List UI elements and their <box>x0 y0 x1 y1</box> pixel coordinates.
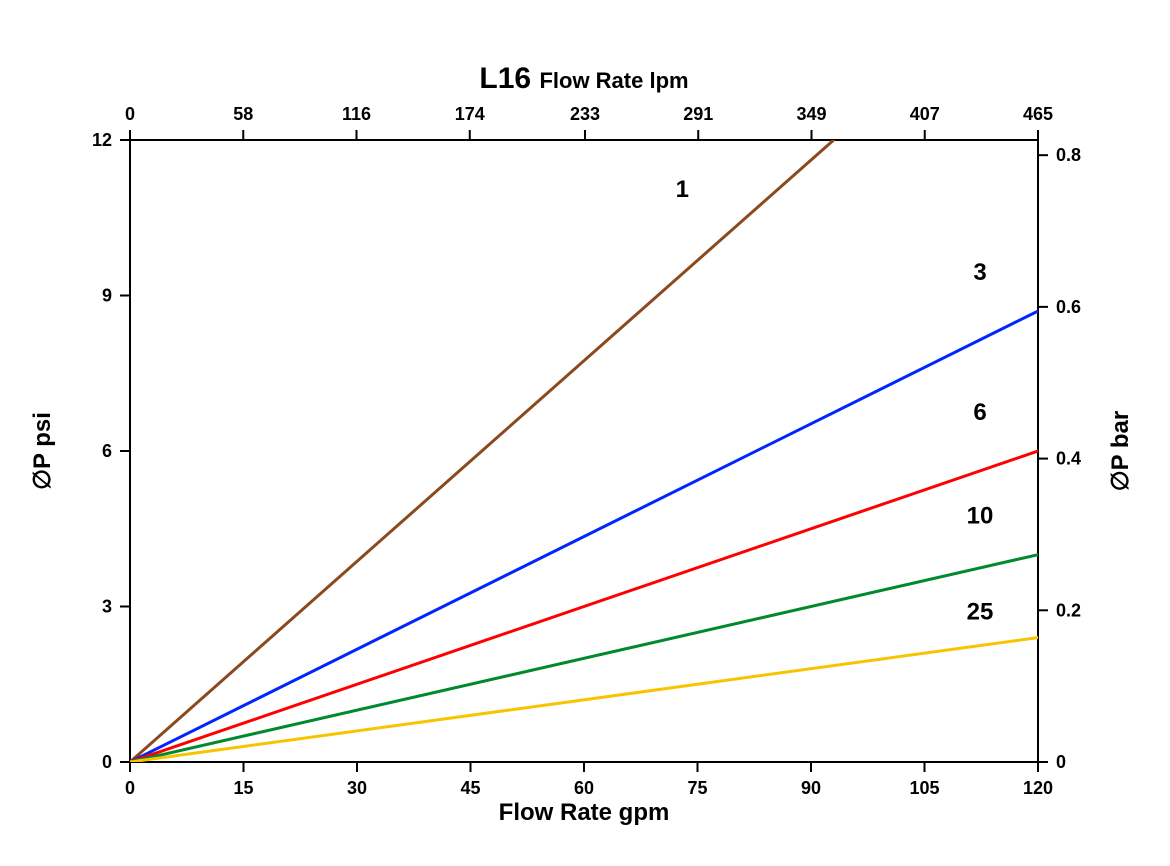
series-label-3: 3 <box>973 259 986 286</box>
series-line-10 <box>130 555 1038 762</box>
y-left-axis-label: ∅P psi <box>29 412 56 490</box>
x-top-tick-label: 116 <box>342 104 371 124</box>
series-line-25 <box>130 638 1038 762</box>
x-top-tick-label: 58 <box>233 104 253 124</box>
y-right-tick-label: 0.6 <box>1056 297 1081 317</box>
y-right-tick-label: 0.8 <box>1056 145 1081 165</box>
x-bottom-tick-label: 90 <box>801 778 821 798</box>
x-top-tick-label: 174 <box>455 104 485 124</box>
x-bottom-tick-label: 120 <box>1023 778 1053 798</box>
x-bottom-tick-label: 75 <box>687 778 707 798</box>
y-left-tick-label: 6 <box>102 441 112 461</box>
x-bottom-axis-label: Flow Rate gpm <box>499 799 670 826</box>
x-top-tick-label: 407 <box>910 104 940 124</box>
y-right-axis-label: ∅P bar <box>1107 411 1134 492</box>
series-group <box>130 140 1038 762</box>
series-line-1 <box>130 140 834 762</box>
y-right-tick-label: 0.4 <box>1056 449 1081 469</box>
y-left-tick-label: 0 <box>102 752 112 772</box>
series-line-3 <box>130 311 1038 762</box>
plot-border <box>130 140 1038 762</box>
y-left-tick-label: 12 <box>92 130 112 150</box>
x-bottom-tick-label: 30 <box>347 778 367 798</box>
x-bottom-tick-label: 60 <box>574 778 594 798</box>
chart-svg: 0153045607590105120Flow Rate gpm05811617… <box>0 0 1170 866</box>
x-bottom-tick-label: 45 <box>460 778 480 798</box>
series-label-25: 25 <box>967 598 994 625</box>
pressure-drop-chart: 0153045607590105120Flow Rate gpm05811617… <box>0 0 1170 866</box>
series-label-10: 10 <box>967 503 994 530</box>
series-label-6: 6 <box>973 399 986 426</box>
y-left-tick-label: 9 <box>102 286 112 306</box>
series-label-1: 1 <box>676 176 689 203</box>
x-bottom-tick-label: 0 <box>125 778 135 798</box>
y-right-tick-label: 0.2 <box>1056 600 1081 620</box>
x-top-tick-label: 233 <box>570 104 600 124</box>
x-top-tick-label: 465 <box>1023 104 1053 124</box>
x-bottom-tick-label: 105 <box>909 778 939 798</box>
x-top-tick-label: 349 <box>796 104 826 124</box>
y-right-tick-label: 0 <box>1056 752 1066 772</box>
chart-title: L16 Flow Rate lpm <box>479 62 688 95</box>
y-left-tick-label: 3 <box>102 597 112 617</box>
x-top-tick-label: 291 <box>683 104 713 124</box>
series-line-6 <box>130 451 1038 762</box>
x-bottom-tick-label: 15 <box>233 778 253 798</box>
x-top-tick-label: 0 <box>125 104 135 124</box>
